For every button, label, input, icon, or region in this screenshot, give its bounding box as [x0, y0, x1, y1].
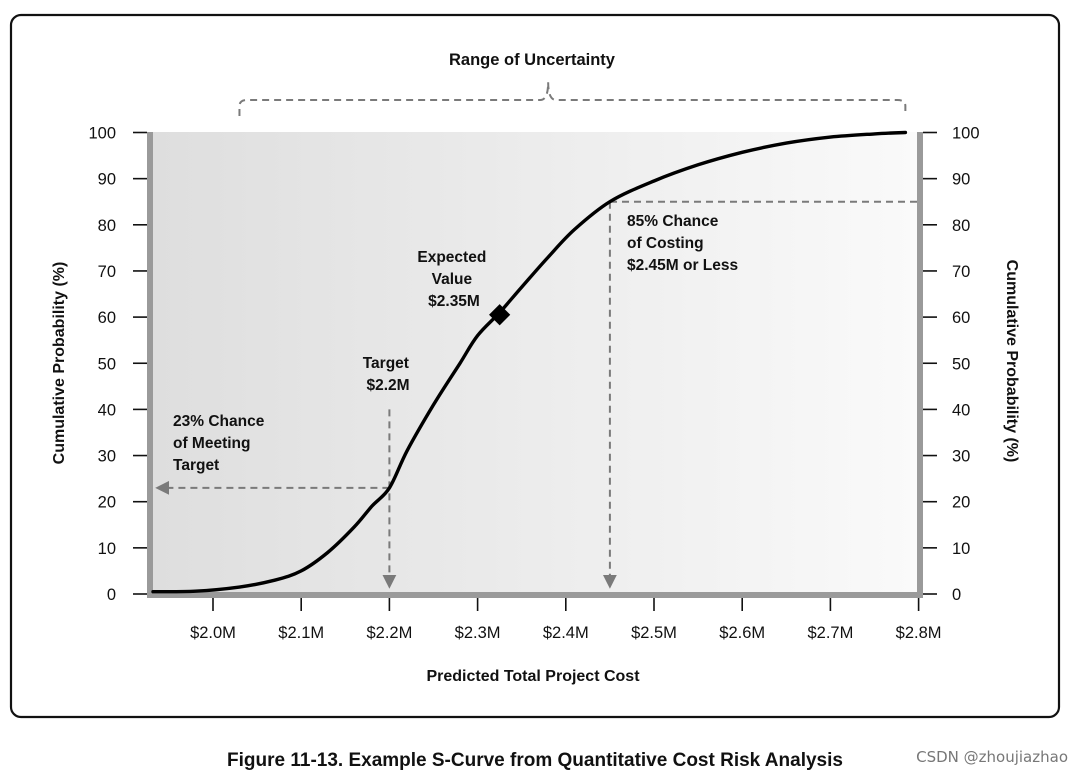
x-tick-label: $2.8M: [896, 624, 942, 642]
y-axis-title-right: Cumulative Probability (%): [1003, 260, 1020, 463]
y-tick-label-left: 30: [98, 448, 116, 466]
x-tick-label: $2.0M: [190, 624, 236, 642]
y-tick-label-right: 100: [952, 125, 980, 143]
annotation-chance-meeting-target: 23% Chance of Meeting Target: [173, 413, 269, 474]
x-tick-label: $2.2M: [366, 624, 412, 642]
annotation-expected-value: Expected Value $2.35M: [417, 249, 490, 310]
left-axis-bar: [147, 132, 153, 598]
x-tick-label: $2.5M: [631, 624, 677, 642]
y-tick-label-right: 70: [952, 263, 970, 281]
y-tick-label-left: 40: [98, 401, 116, 419]
bottom-axis-bar: [147, 592, 923, 598]
x-axis-title: Predicted Total Project Cost: [426, 668, 640, 685]
x-tick-label: $2.7M: [807, 624, 853, 642]
annotation-chance-costing: 85% Chance of Costing $2.45M or Less: [627, 213, 738, 274]
y-tick-label-right: 10: [952, 540, 970, 558]
y-tick-label-left: 100: [88, 125, 116, 143]
y-tick-label-left: 0: [107, 586, 116, 604]
y-tick-label-left: 60: [98, 309, 116, 327]
y-tick-label-right: 20: [952, 494, 970, 512]
watermark: CSDN @zhoujiazhao: [916, 748, 1068, 766]
y-tick-label-left: 70: [98, 263, 116, 281]
range-of-uncertainty-label: Range of Uncertainty: [449, 51, 616, 69]
annotation-target: Target $2.2M: [363, 355, 414, 394]
s-curve-line: [151, 130, 908, 594]
y-tick-label-left: 10: [98, 540, 116, 558]
plot-area-background: [151, 132, 920, 594]
y-tick-label-left: 20: [98, 494, 116, 512]
y-axis-title-left: Cumulative Probability (%): [51, 262, 68, 465]
y-tick-label-left: 80: [98, 217, 116, 235]
y-tick-label-left: 50: [98, 355, 116, 373]
x-tick-label: $2.3M: [455, 624, 501, 642]
y-tick-label-right: 90: [952, 171, 970, 189]
y-tick-label-right: 60: [952, 309, 970, 327]
y-tick-label-left: 90: [98, 171, 116, 189]
right-y-axis-ticks: 0 10 20 30 40 50 60 70 80 90 100: [923, 125, 980, 604]
y-tick-label-right: 50: [952, 355, 970, 373]
y-tick-label-right: 0: [952, 586, 961, 604]
x-tick-label: $2.4M: [543, 624, 589, 642]
x-tick-label: $2.1M: [278, 624, 324, 642]
y-tick-label-right: 30: [952, 448, 970, 466]
figure-caption: Figure 11-13. Example S-Curve from Quant…: [227, 750, 843, 771]
x-axis-ticks: $2.0M $2.1M $2.2M $2.3M $2.4M $2.5M $2.6M $2.7M…: [190, 598, 942, 642]
guide-lines: [155, 200, 917, 589]
y-tick-label-right: 80: [952, 217, 970, 235]
y-tick-label-right: 40: [952, 401, 970, 419]
x-tick-label: $2.6M: [719, 624, 765, 642]
left-y-axis-ticks: 0 10 20 30 40 50 60 70 80 90 100: [88, 125, 147, 604]
right-axis-bar: [917, 132, 923, 598]
range-of-uncertainty-brace: [238, 81, 907, 116]
